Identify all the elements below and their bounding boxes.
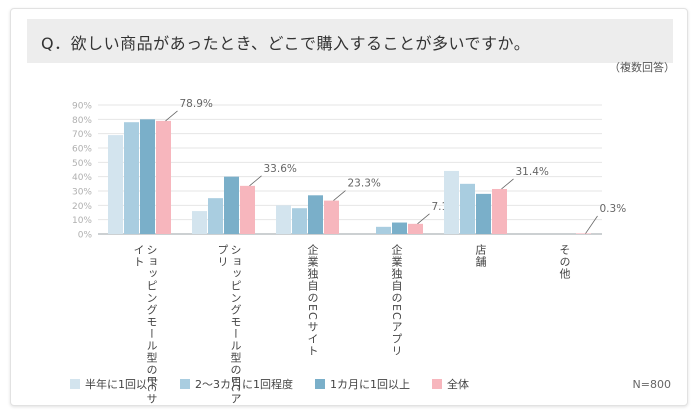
bar [324, 200, 339, 234]
callout-line [585, 215, 598, 234]
y-tick-label: 70% [72, 130, 92, 140]
callout-line [249, 175, 262, 187]
category-label: ショッピングモール型のECサイト [132, 244, 158, 405]
callout-line [501, 178, 514, 190]
bar [492, 188, 507, 234]
bar [460, 183, 475, 234]
legend-label: 2〜3カ月に1回程度 [195, 378, 293, 391]
legend-label: 半年に1回以下 [85, 378, 158, 391]
bar [444, 170, 459, 234]
question-banner: Q．欲しい商品があったとき、どこで購入することが多いですか。 [27, 19, 673, 63]
category-label: その他 [558, 244, 571, 280]
bar [576, 233, 591, 234]
category-label: 店舗 [474, 244, 487, 268]
bar [192, 211, 207, 234]
bar [140, 119, 155, 234]
bar [156, 120, 171, 234]
data-label: 23.3% [348, 178, 381, 190]
category-label: 企業独自のECアプリ [390, 244, 403, 357]
legend-label: 全体 [447, 378, 469, 391]
legend-swatch [180, 379, 190, 389]
data-label: 33.6% [264, 163, 297, 175]
multiple-answer-note: （複数回答） [609, 61, 675, 74]
bar [392, 222, 407, 234]
bar [224, 176, 239, 234]
bar [292, 208, 307, 234]
category-label: 企業独自のECサイト [306, 244, 319, 357]
legend-swatch [315, 379, 325, 389]
data-label: 78.9% [180, 98, 213, 110]
y-tick-label: 40% [72, 173, 92, 183]
callout-line [333, 190, 346, 201]
category-label: ショッピングモール型のECアプリ [216, 244, 242, 405]
callout-line [417, 213, 430, 225]
legend: 半年に1回以下 2〜3カ月に1回程度 1カ月に1回以上 全体 [70, 376, 469, 392]
data-label: 0.3% [600, 203, 627, 215]
legend-item: 半年に1回以下 [70, 376, 158, 392]
sample-size-label: N=800 [632, 378, 671, 391]
legend-swatch [70, 379, 80, 389]
y-tick-label: 80% [72, 116, 92, 126]
legend-item: 1カ月に1回以上 [315, 376, 410, 392]
bar [276, 205, 291, 234]
question-title: Q．欲しい商品があったとき、どこで購入することが多いですか。 [41, 34, 531, 53]
legend-swatch [432, 379, 442, 389]
y-tick-label: 10% [72, 216, 92, 226]
bar [124, 122, 139, 234]
legend-label: 1カ月に1回以上 [330, 378, 410, 391]
y-tick-label: 0% [78, 231, 93, 241]
bar [376, 226, 391, 234]
y-tick-label: 50% [72, 159, 92, 169]
data-label: 31.4% [516, 166, 549, 178]
bar [476, 193, 491, 234]
bar [108, 135, 123, 234]
legend-item: 2〜3カ月に1回程度 [180, 376, 293, 392]
bar [308, 195, 323, 234]
y-tick-label: 90% [72, 102, 92, 112]
bar [208, 198, 223, 234]
callout-line [165, 110, 178, 122]
bar [408, 223, 423, 234]
y-tick-label: 30% [72, 188, 92, 198]
legend-item: 全体 [432, 376, 469, 392]
y-tick-label: 60% [72, 145, 92, 155]
bar [240, 185, 255, 234]
y-tick-label: 20% [72, 202, 92, 212]
